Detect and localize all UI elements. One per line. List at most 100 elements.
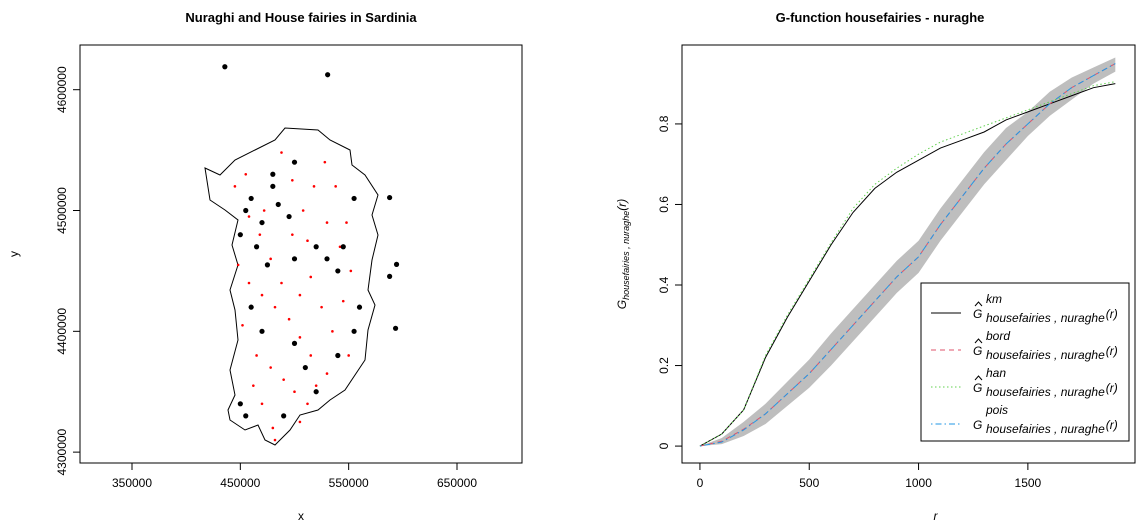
point [273, 305, 277, 309]
point [306, 239, 309, 243]
point [291, 233, 294, 236]
y-tick-label: 0.4 [657, 276, 671, 293]
point [233, 185, 237, 188]
point [293, 390, 296, 394]
point [243, 413, 249, 419]
point [291, 256, 298, 262]
legend-symbol: G [973, 418, 982, 432]
point [341, 299, 345, 303]
series-line [699, 83, 1116, 447]
legend-subscript: housefairies , nuraghe [986, 422, 1105, 436]
point [335, 352, 341, 359]
point [325, 221, 329, 224]
legend-hat [974, 338, 983, 344]
point [237, 401, 243, 407]
point [280, 151, 283, 154]
legend-superscript: km [986, 292, 1002, 306]
point [351, 195, 357, 202]
point [392, 325, 399, 331]
point [313, 389, 319, 395]
point [298, 293, 302, 297]
point [349, 269, 353, 273]
y-axis-label: y [7, 251, 21, 257]
point [334, 185, 337, 188]
point [262, 209, 266, 212]
point [287, 317, 291, 321]
point [271, 426, 275, 430]
y-tick-label: 4300000 [55, 428, 69, 475]
x-tick-label: 650000 [437, 476, 477, 490]
y-tick-label: 0.2 [657, 357, 671, 374]
point [273, 438, 277, 442]
point [260, 293, 264, 297]
y-tick-label: 4500000 [55, 187, 69, 234]
point [347, 354, 350, 357]
point [259, 219, 265, 226]
point [323, 160, 327, 164]
point [282, 378, 285, 381]
point [387, 194, 393, 201]
point [243, 207, 249, 214]
x-tick-label: 350000 [112, 476, 152, 490]
point [393, 261, 400, 267]
y-label-symbol: G [615, 300, 629, 309]
point [338, 245, 342, 249]
y-tick-label: 4400000 [55, 308, 69, 355]
point [259, 328, 265, 334]
x-tick-label: 0 [697, 476, 704, 490]
point [270, 183, 276, 189]
point [320, 305, 323, 309]
point [244, 172, 248, 176]
point [237, 232, 243, 238]
point [260, 402, 264, 406]
point [314, 384, 318, 387]
y-tick-label: 0.6 [657, 196, 671, 213]
island-outline [204, 127, 379, 446]
legend-subscript: housefairies , nuraghe [986, 385, 1105, 399]
plot-frame [79, 44, 523, 464]
point [306, 402, 309, 406]
y-axis-label: Ghousefairies , nuraghe(r) [615, 199, 631, 309]
y-tick-label: 0.8 [657, 115, 671, 132]
legend-subscript: housefairies , nuraghe [986, 311, 1105, 325]
point [301, 209, 305, 212]
point [252, 384, 255, 387]
point [275, 201, 281, 208]
point [255, 354, 258, 357]
legend-box [920, 282, 1130, 442]
legend-symbol: G [973, 344, 982, 358]
point [236, 263, 240, 267]
envelope [699, 57, 1116, 447]
point [313, 244, 319, 250]
point [291, 340, 298, 346]
point [335, 268, 341, 274]
point [269, 257, 272, 261]
point [356, 304, 363, 310]
point [258, 233, 262, 236]
x-tick-label: 500 [799, 476, 819, 490]
point [351, 328, 357, 334]
point [345, 221, 348, 224]
point [280, 281, 283, 285]
legend-superscript: bord [986, 329, 1010, 343]
point [248, 195, 254, 202]
point [270, 171, 276, 177]
point [325, 372, 329, 375]
y-label-subscript: housefairies , nuraghe [621, 211, 631, 300]
legend-superscript: pois [985, 403, 1008, 417]
legend-hat [974, 375, 983, 381]
legend-subscript: housefairies , nuraghe [986, 348, 1105, 362]
point [281, 413, 287, 419]
point [309, 275, 313, 279]
point [286, 213, 292, 220]
chart-title: G-function housefairies - nuraghe [776, 10, 985, 25]
point [387, 273, 393, 279]
legend-arg: (r) [1106, 418, 1118, 432]
point [247, 215, 251, 218]
point [248, 304, 254, 310]
x-tick-label: 450000 [220, 476, 260, 490]
y-tick-label: 0 [657, 442, 671, 449]
point [309, 354, 313, 357]
y-label-arg: (r) [615, 199, 629, 211]
